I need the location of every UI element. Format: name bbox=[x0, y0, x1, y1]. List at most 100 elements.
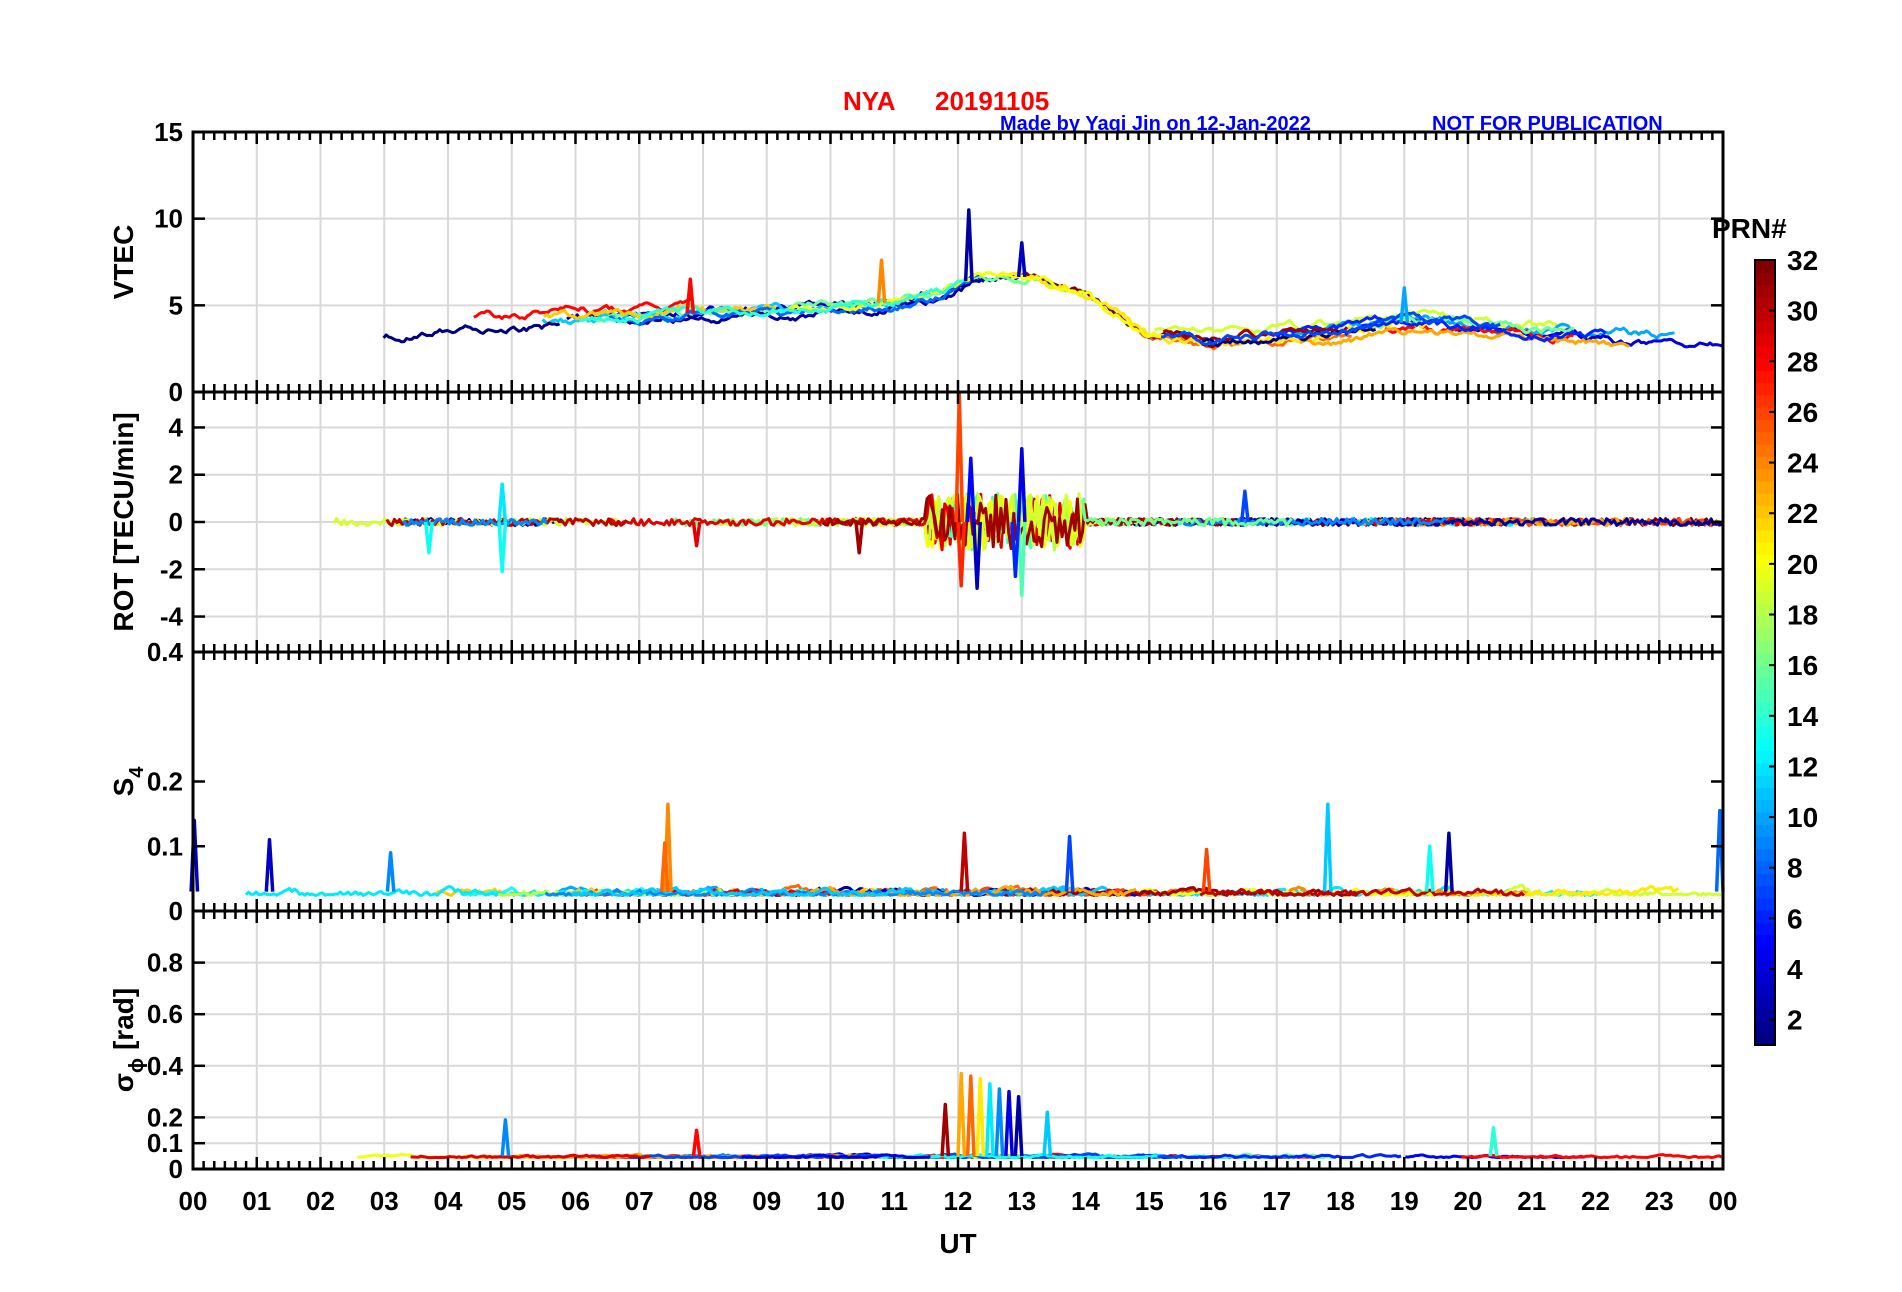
y-tick-label: 0 bbox=[169, 507, 183, 537]
colorbar-segment bbox=[1755, 873, 1775, 887]
colorbar-segment bbox=[1755, 910, 1775, 923]
trace-prn-31 bbox=[821, 493, 1250, 551]
spike-prn-2 bbox=[1443, 831, 1454, 892]
colorbar-segment bbox=[1755, 394, 1775, 408]
trace-prn-2 bbox=[626, 278, 986, 326]
trace-prn-23 bbox=[808, 884, 1137, 897]
y-tick-label: 0.1 bbox=[147, 831, 183, 861]
traces-s4 bbox=[189, 802, 1725, 897]
colorbar-segment bbox=[1755, 345, 1775, 359]
spike-prn-7 bbox=[1064, 834, 1075, 892]
y-tick-label: 0.2 bbox=[147, 1102, 183, 1132]
trace-prn-6 bbox=[1344, 318, 1607, 343]
colorbar-segment bbox=[1755, 591, 1775, 605]
colorbar-segment bbox=[1755, 456, 1775, 470]
colorbar-segment bbox=[1755, 836, 1775, 850]
colorbar-segment bbox=[1755, 529, 1775, 543]
x-tick-label: 04 bbox=[434, 1186, 463, 1216]
x-tick-label: 02 bbox=[306, 1186, 335, 1216]
y-tick-label: 15 bbox=[154, 117, 183, 147]
spike-prn-12 bbox=[984, 1082, 995, 1157]
spike-prn-25 bbox=[659, 841, 670, 892]
colorbar-segment bbox=[1755, 566, 1775, 580]
colorbar-tick-label: 14 bbox=[1787, 701, 1819, 732]
colorbar-tick-label: 22 bbox=[1787, 498, 1818, 529]
panel-vtec: 0 5 10 15 VTEC bbox=[108, 117, 1725, 407]
spike-prn-21 bbox=[975, 1076, 986, 1157]
spike-prn-5 bbox=[965, 456, 976, 523]
colorbar-segment bbox=[1755, 554, 1775, 568]
x-tick-label: 12 bbox=[944, 1186, 973, 1216]
notice-text: NOT FOR PUBLICATION bbox=[1432, 113, 1663, 135]
spike-prn-26 bbox=[954, 392, 965, 523]
trace-prn-4 bbox=[741, 1153, 931, 1160]
colorbar-segment bbox=[1755, 358, 1775, 371]
x-tick-label: 23 bbox=[1645, 1186, 1674, 1216]
colorbar-segment bbox=[1755, 861, 1775, 874]
trace-prn-1 bbox=[382, 321, 561, 344]
x-tick-label: 15 bbox=[1135, 1186, 1164, 1216]
spike-prn-28 bbox=[685, 277, 696, 314]
colorbar-title: PRN# bbox=[1712, 213, 1787, 244]
colorbar-segment bbox=[1755, 431, 1775, 445]
colorbar-tick-label: 18 bbox=[1787, 600, 1818, 631]
colorbar-tick-label: 2 bbox=[1787, 1005, 1803, 1036]
y-tick-label: 0 bbox=[169, 1154, 183, 1184]
y-tick-label: 0.6 bbox=[147, 999, 183, 1029]
colorbar-segment bbox=[1755, 419, 1775, 433]
colorbar-segment bbox=[1755, 272, 1775, 286]
colorbar-segment bbox=[1755, 443, 1775, 457]
spike-prn-23 bbox=[956, 1071, 967, 1157]
trace-prn-30 bbox=[1199, 887, 1526, 897]
colorbar-tick-label: 12 bbox=[1787, 751, 1818, 782]
x-tick-label: 21 bbox=[1517, 1186, 1546, 1216]
colorbar-segment bbox=[1755, 407, 1775, 421]
spike-prn-9 bbox=[994, 1087, 1005, 1157]
colorbar-segment bbox=[1755, 959, 1775, 973]
y-tick-label: 5 bbox=[169, 290, 183, 320]
spike-prn-28 bbox=[691, 1128, 702, 1157]
y-tick-label: 0.4 bbox=[147, 1051, 184, 1081]
colorbar-tick-label: 6 bbox=[1787, 903, 1803, 934]
x-tick-label: 13 bbox=[1007, 1186, 1036, 1216]
spike-prn-4 bbox=[1016, 446, 1027, 523]
colorbar-tick-label: 26 bbox=[1787, 397, 1818, 428]
trace-prn-14 bbox=[579, 278, 965, 324]
spike-prn-13 bbox=[497, 521, 508, 574]
colorbar-segment bbox=[1755, 640, 1775, 654]
colorbar-segment bbox=[1755, 811, 1775, 825]
colorbar-segment bbox=[1755, 677, 1775, 690]
y-tick-label: -4 bbox=[160, 602, 184, 632]
trace-prn-29 bbox=[410, 1153, 651, 1160]
colorbar-segment bbox=[1755, 946, 1775, 960]
spike-prn-9 bbox=[500, 1118, 511, 1157]
colorbar-segment bbox=[1755, 542, 1775, 555]
colorbar-segment bbox=[1755, 848, 1775, 862]
colorbar-segment bbox=[1755, 603, 1775, 617]
x-tick-label: 01 bbox=[242, 1186, 271, 1216]
spike-prn-6 bbox=[1010, 521, 1021, 579]
spike-prn-11 bbox=[1042, 1110, 1053, 1157]
y-axis-label-rot: ROT [TECU/min] bbox=[108, 412, 139, 631]
colorbar-segment bbox=[1755, 799, 1775, 813]
trace-prn-16 bbox=[1081, 499, 1293, 527]
colorbar-segment bbox=[1755, 321, 1775, 335]
panel-s4: 00.10.20.4S4 bbox=[108, 637, 1725, 926]
colorbar-tick-label: 8 bbox=[1787, 853, 1803, 884]
colorbar-segment bbox=[1755, 1020, 1775, 1034]
trace-prn-19 bbox=[1153, 308, 1571, 335]
title-date: 20191105 bbox=[935, 86, 1049, 116]
spike-prn-30 bbox=[959, 831, 970, 892]
spike-prn-9 bbox=[385, 850, 396, 892]
colorbar-segment bbox=[1755, 689, 1775, 703]
x-tick-label: 22 bbox=[1581, 1186, 1610, 1216]
colorbar-segment bbox=[1755, 1008, 1775, 1022]
traces-sigma_phi bbox=[357, 1071, 1723, 1160]
x-tick-label: 16 bbox=[1199, 1186, 1228, 1216]
colorbar-segment bbox=[1755, 284, 1775, 298]
y-tick-label: 0.8 bbox=[147, 948, 183, 978]
spike-prn-13 bbox=[1424, 844, 1435, 892]
colorbar-segment bbox=[1755, 260, 1775, 273]
x-tick-label: 08 bbox=[689, 1186, 718, 1216]
colorbar-tick-label: 10 bbox=[1787, 802, 1818, 833]
